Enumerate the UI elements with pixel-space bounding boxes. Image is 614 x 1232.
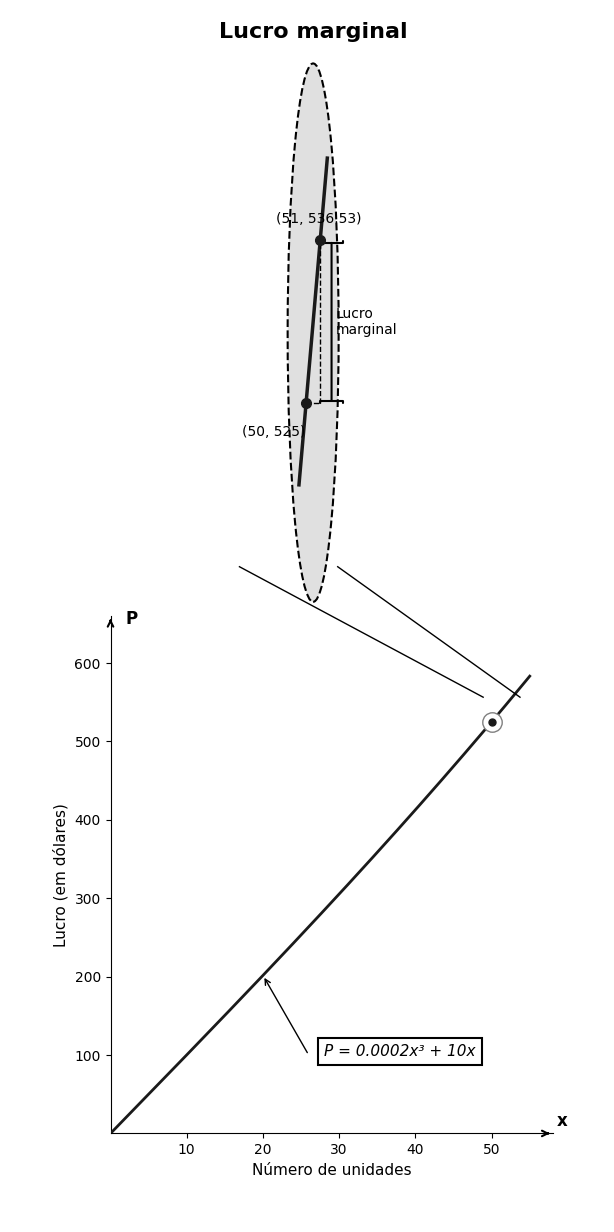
- Text: (50, 525): (50, 525): [242, 425, 305, 439]
- Title: Lucro marginal: Lucro marginal: [219, 22, 408, 42]
- Text: P: P: [126, 610, 138, 628]
- Text: x: x: [556, 1111, 567, 1130]
- Text: (51, 536.53): (51, 536.53): [276, 212, 362, 225]
- Text: P = 0.0002x³ + 10x: P = 0.0002x³ + 10x: [324, 1044, 475, 1058]
- X-axis label: Número de unidades: Número de unidades: [252, 1163, 411, 1178]
- Y-axis label: Lucro (em dólares): Lucro (em dólares): [53, 803, 69, 946]
- Ellipse shape: [287, 63, 339, 601]
- Text: Lucro
marginal: Lucro marginal: [336, 307, 397, 336]
